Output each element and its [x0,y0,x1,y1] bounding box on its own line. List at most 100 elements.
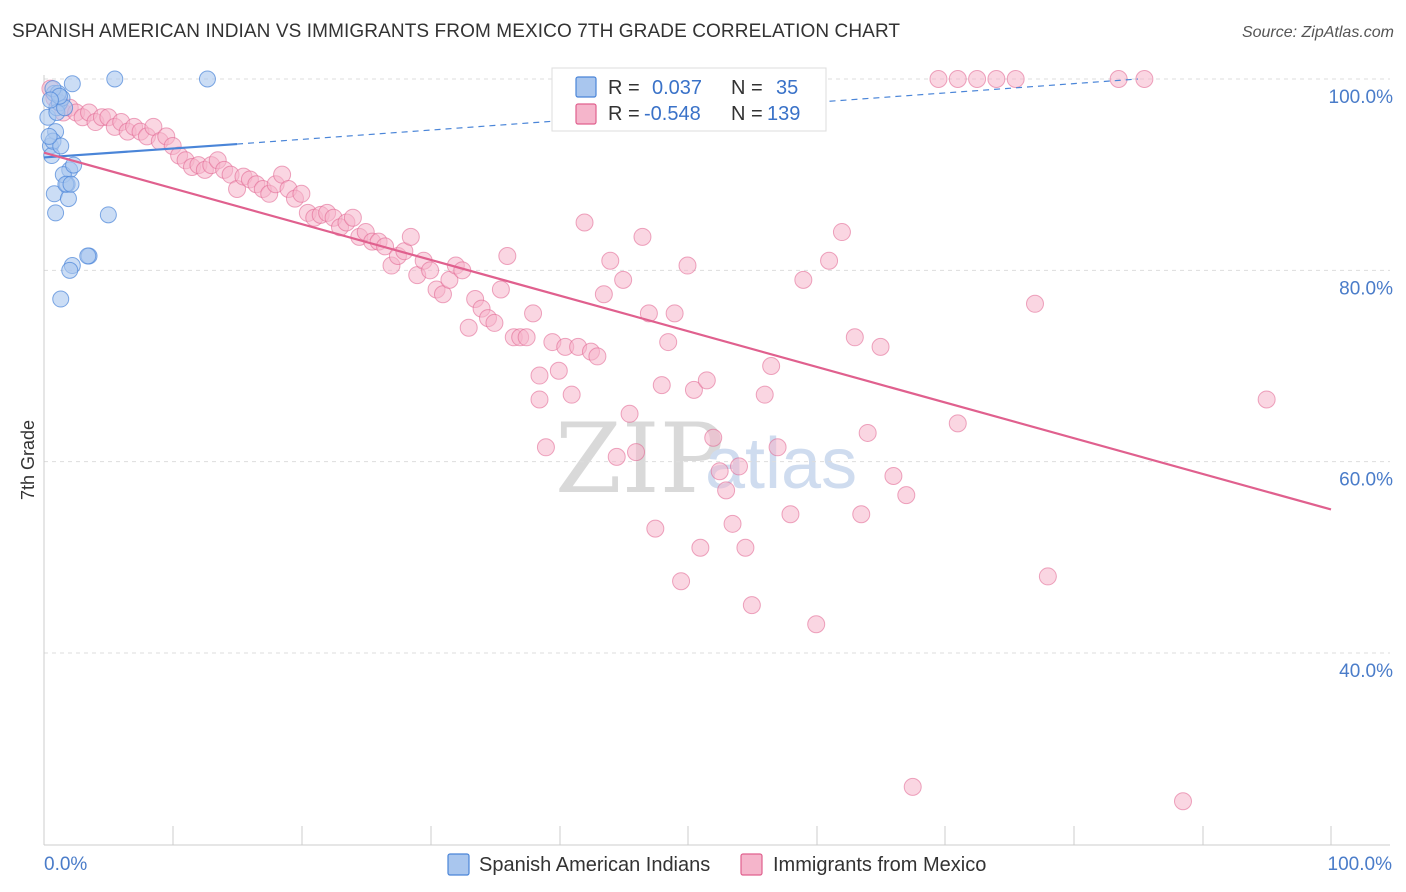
point-immigrants-from-mexico [594,285,613,304]
point-immigrants-from-mexico [627,443,646,462]
point-immigrants-from-mexico [729,457,748,476]
point-spanish-american-indians [47,204,65,222]
point-immigrants-from-mexico [1257,390,1276,409]
y-tick-label-100: 100.0% [1329,87,1394,108]
chart-title: SPANISH AMERICAN INDIAN VS IMMIGRANTS FR… [12,21,901,42]
point-immigrants-from-mexico [755,385,774,404]
legend-top-r-label-1: R = [608,77,640,99]
legend-top-n-label-2: N = [731,103,763,125]
point-immigrants-from-mexico [459,318,478,337]
point-immigrants-from-mexico [401,227,420,246]
trend-line-blue [43,142,238,159]
point-spanish-american-indians [52,137,70,155]
legend-top-r-value-2: -0.548 [644,103,701,125]
trend-line-pink [43,151,1332,511]
point-immigrants-from-mexico [549,361,568,380]
point-immigrants-from-mexico [485,313,504,332]
point-immigrants-from-mexico [929,70,948,88]
point-immigrants-from-mexico [736,538,755,557]
point-immigrants-from-mexico [639,304,658,323]
point-immigrants-from-mexico [530,366,549,385]
legend-top-r-label-2: R = [608,103,640,125]
point-immigrants-from-mexico [903,777,922,796]
point-immigrants-from-mexico [659,333,678,352]
point-immigrants-from-mexico [1038,567,1057,586]
point-immigrants-from-mexico [768,438,787,457]
point-immigrants-from-mexico [710,462,729,481]
point-immigrants-from-mexico [575,213,594,232]
legend-bottom-label-1: Spanish American Indians [479,854,710,876]
point-immigrants-from-mexico [871,337,890,356]
point-immigrants-from-mexico [717,481,736,500]
point-immigrants-from-mexico [536,438,555,457]
source-credit: Source: ZipAtlas.com [1241,24,1394,41]
y-axis-title: 7th Grade [18,420,38,500]
point-spanish-american-indians [40,127,58,145]
point-immigrants-from-mexico [684,380,703,399]
point-immigrants-from-mexico [794,270,813,289]
point-immigrants-from-mexico [968,70,987,88]
y-tick-label-60: 60.0% [1339,470,1393,491]
gridlines [44,78,1390,654]
y-tick-label-80: 80.0% [1339,278,1393,299]
point-immigrants-from-mexico [762,356,781,375]
x-tick-label-min: 0.0% [44,854,87,875]
point-immigrants-from-mexico [697,371,716,390]
point-immigrants-from-mexico [987,70,1006,88]
legend-top-n-value-1: 35 [776,77,798,99]
point-immigrants-from-mexico [652,376,671,395]
point-immigrants-from-mexico [807,615,826,634]
x-tick-label-max: 100.0% [1328,854,1393,875]
point-immigrants-from-mexico [607,447,626,466]
point-spanish-american-indians [79,247,97,265]
point-immigrants-from-mexico [1109,70,1128,88]
legend-top-swatch-pink [575,103,597,125]
point-immigrants-from-mexico [601,251,620,270]
legend-top-n-value-2: 139 [767,103,800,125]
point-immigrants-from-mexico [562,385,581,404]
legend-top-r-value-1: 0.037 [652,77,702,99]
point-immigrants-from-mexico [517,328,536,347]
point-immigrants-from-mexico [1025,294,1044,313]
point-spanish-american-indians [198,70,216,88]
point-immigrants-from-mexico [704,428,723,447]
point-immigrants-from-mexico [858,423,877,442]
point-immigrants-from-mexico [1135,70,1154,88]
point-immigrants-from-mexico [742,596,761,615]
point-immigrants-from-mexico [672,572,691,591]
point-immigrants-from-mexico [620,404,639,423]
legend-bottom-label-2: Immigrants from Mexico [773,854,986,876]
point-immigrants-from-mexico [948,70,967,88]
legend-top-box [551,67,827,132]
point-immigrants-from-mexico [498,246,517,265]
legend-bottom: Spanish American Indians Immigrants from… [447,853,986,876]
y-axis-tick-labels: 40.0% 60.0% 80.0% 100.0% [1329,87,1394,682]
point-immigrants-from-mexico [343,208,362,227]
point-immigrants-from-mexico [646,519,665,538]
point-immigrants-from-mexico [948,414,967,433]
series-immigrants-from-mexico-points [41,70,1276,811]
point-immigrants-from-mexico [781,505,800,524]
point-spanish-american-indians [63,75,81,93]
legend-bottom-swatch-pink [740,853,763,876]
legend-top-swatch-blue [575,76,597,98]
legend-top-n-label-1: N = [731,77,763,99]
series-spanish-american-indians-points [39,70,216,308]
point-immigrants-from-mexico [845,328,864,347]
point-immigrants-from-mexico [1173,792,1192,811]
point-spanish-american-indians [106,70,124,88]
point-immigrants-from-mexico [897,486,916,505]
point-immigrants-from-mexico [1006,70,1025,88]
point-immigrants-from-mexico [820,251,839,270]
point-immigrants-from-mexico [530,390,549,409]
point-spanish-american-indians [52,290,70,308]
point-spanish-american-indians [61,261,79,279]
point-immigrants-from-mexico [524,304,543,323]
x-axis-ticks [172,826,1332,845]
point-immigrants-from-mexico [614,270,633,289]
point-immigrants-from-mexico [292,184,311,203]
point-immigrants-from-mexico [633,227,652,246]
point-spanish-american-indians [59,190,77,208]
point-immigrants-from-mexico [884,466,903,485]
y-tick-label-40: 40.0% [1339,661,1393,682]
